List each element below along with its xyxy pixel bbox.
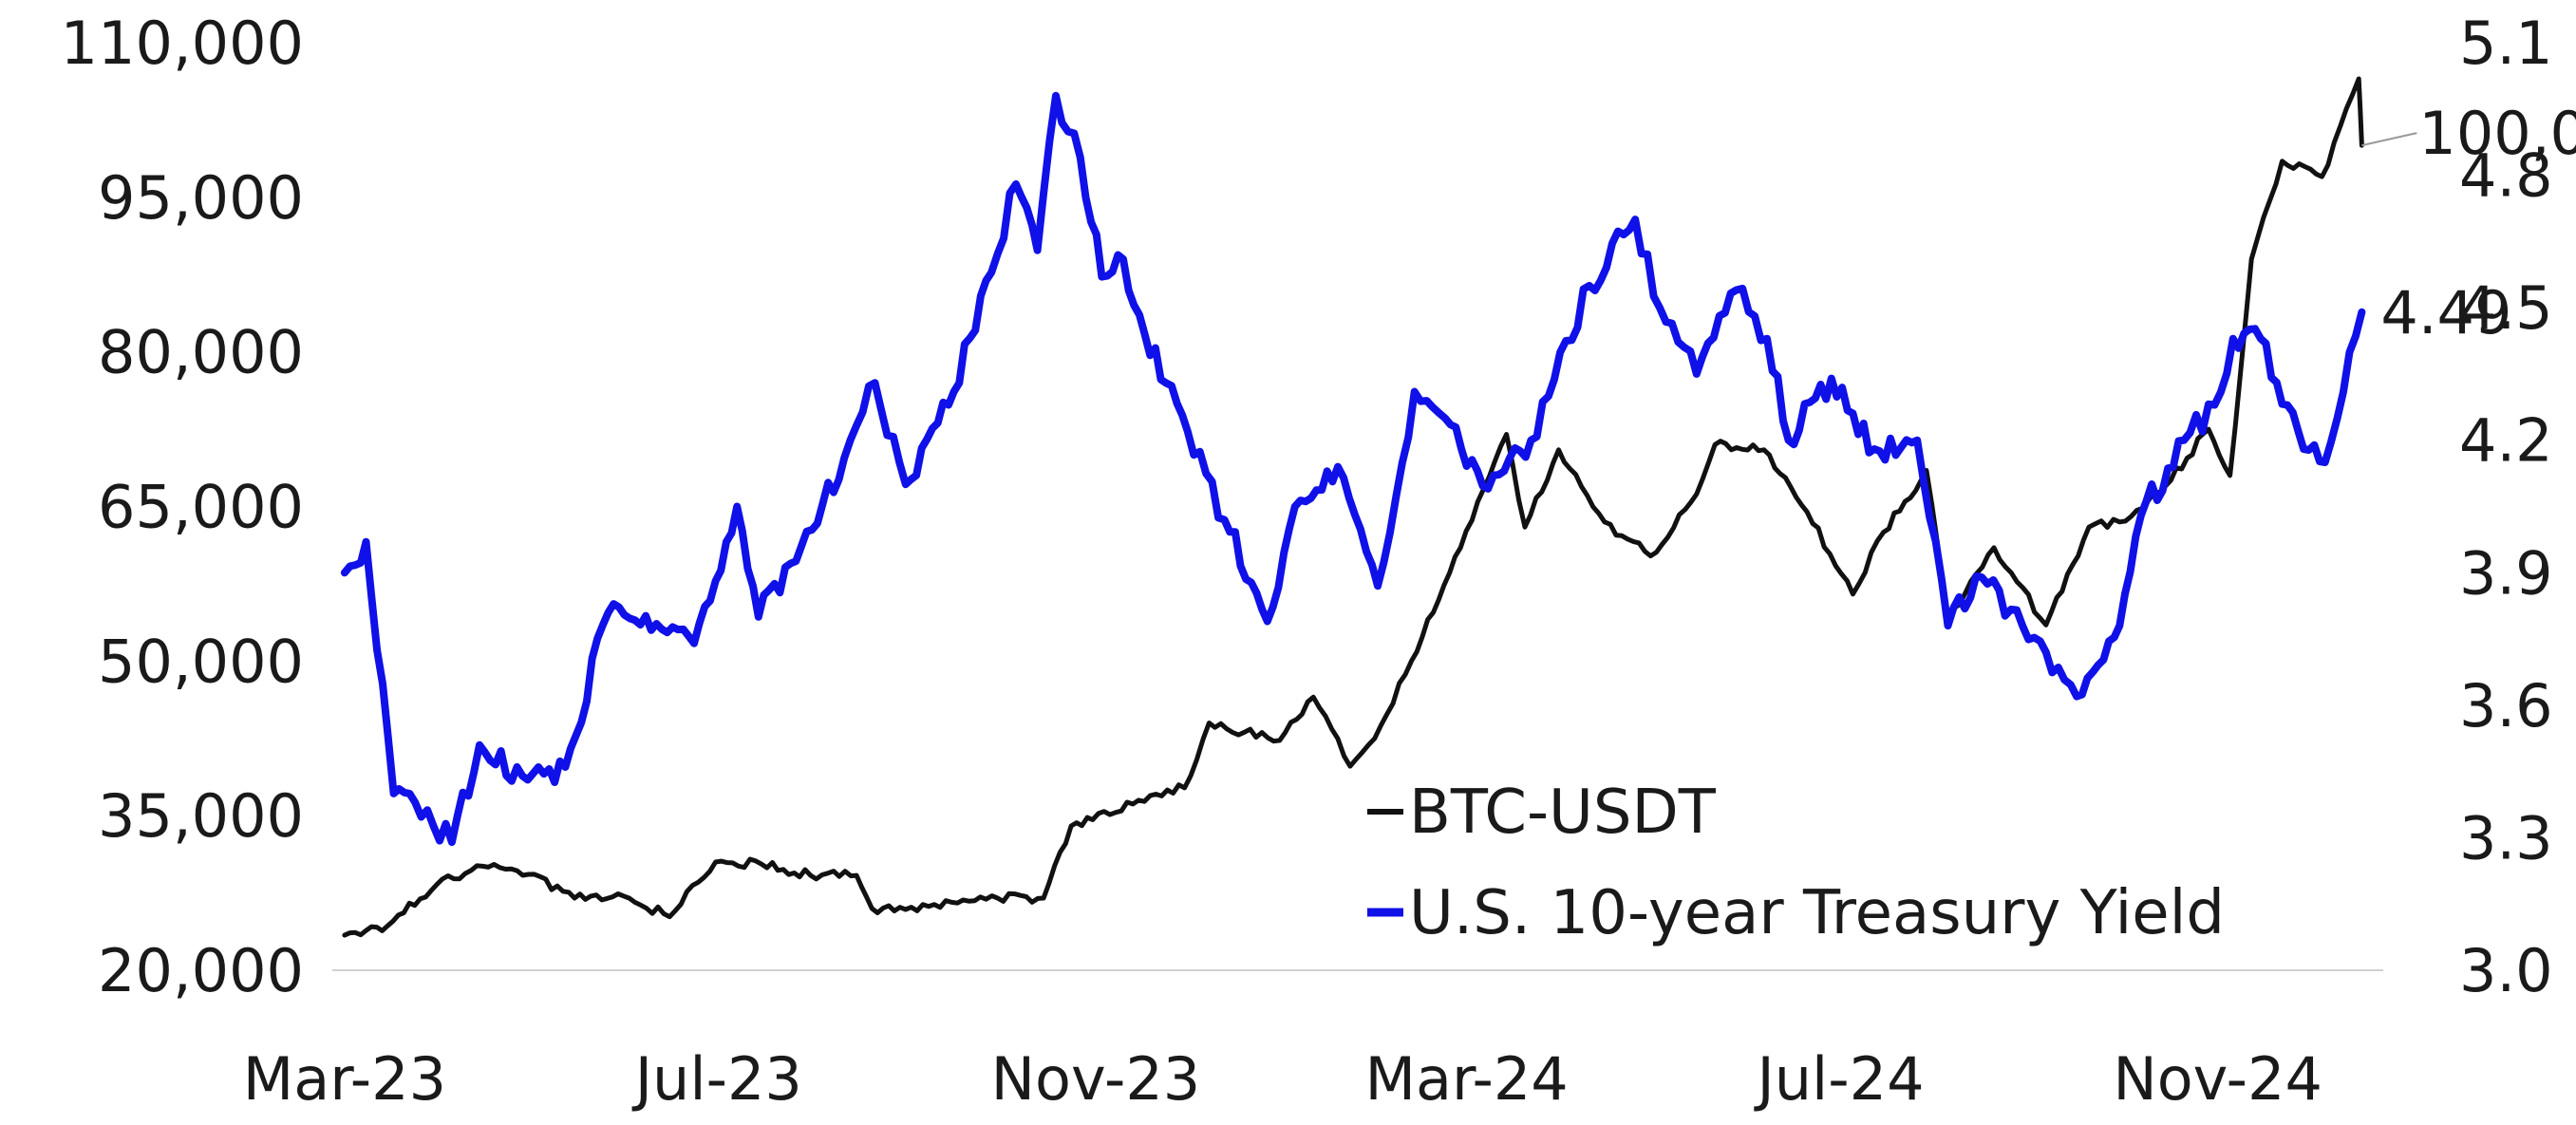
left-y-axis: 20,000 35,000 50,000 65,000 80,000 95,000 110,… <box>61 9 304 1005</box>
btc-usdt-line <box>342 76 2364 938</box>
left-y-tick-label: 95,000 <box>98 163 304 233</box>
legend-label-btc-usdt: BTC-USDT <box>1409 778 1717 848</box>
legend: BTC-USDT U.S. 10-year Treasury Yield <box>1367 778 2225 948</box>
right-y-tick-label: 3.6 <box>2459 671 2553 741</box>
x-axis: Mar-23 Jul-23 Nov-23 Mar-24 Jul-24 Nov-24 <box>243 1044 2322 1114</box>
left-y-tick-label: 20,000 <box>98 936 304 1005</box>
series-layer <box>340 76 2366 938</box>
end-labels: 100,042 4.49 <box>2361 99 2576 347</box>
left-y-tick-label: 65,000 <box>98 473 304 542</box>
left-y-tick-label: 80,000 <box>98 318 304 387</box>
right-y-tick-label: 4.2 <box>2459 406 2553 476</box>
right-y-axis: 3.0 3.3 3.6 3.9 4.2 4.5 4.8 5.1 <box>2459 9 2553 1005</box>
right-y-tick-label: 3.0 <box>2459 936 2553 1005</box>
right-y-tick-label: 4.8 <box>2459 141 2553 211</box>
treasury-yield-line <box>340 91 2366 847</box>
btc-end-label-leader <box>2361 132 2417 147</box>
legend-label-treasury-yield: U.S. 10-year Treasury Yield <box>1409 878 2225 948</box>
x-tick-label: Mar-24 <box>1364 1044 1568 1114</box>
x-tick-label: Nov-24 <box>2113 1044 2322 1114</box>
x-tick-label: Jul-23 <box>631 1044 802 1114</box>
right-y-tick-label: 3.3 <box>2459 803 2553 872</box>
left-y-tick-label: 35,000 <box>98 781 304 851</box>
x-tick-label: Nov-23 <box>991 1044 1201 1114</box>
left-y-tick-label: 110,000 <box>61 9 304 78</box>
x-tick-label: Jul-24 <box>1753 1044 1924 1114</box>
left-y-tick-label: 50,000 <box>98 627 304 696</box>
treasury-end-value-label: 4.49 <box>2380 278 2511 347</box>
x-tick-label: Mar-23 <box>243 1044 446 1114</box>
right-y-tick-label: 3.9 <box>2459 538 2553 608</box>
btc-end-value-label: 100,042 <box>2418 99 2576 168</box>
right-y-tick-label: 4.5 <box>2459 273 2553 343</box>
right-y-tick-label: 5.1 <box>2459 9 2553 78</box>
